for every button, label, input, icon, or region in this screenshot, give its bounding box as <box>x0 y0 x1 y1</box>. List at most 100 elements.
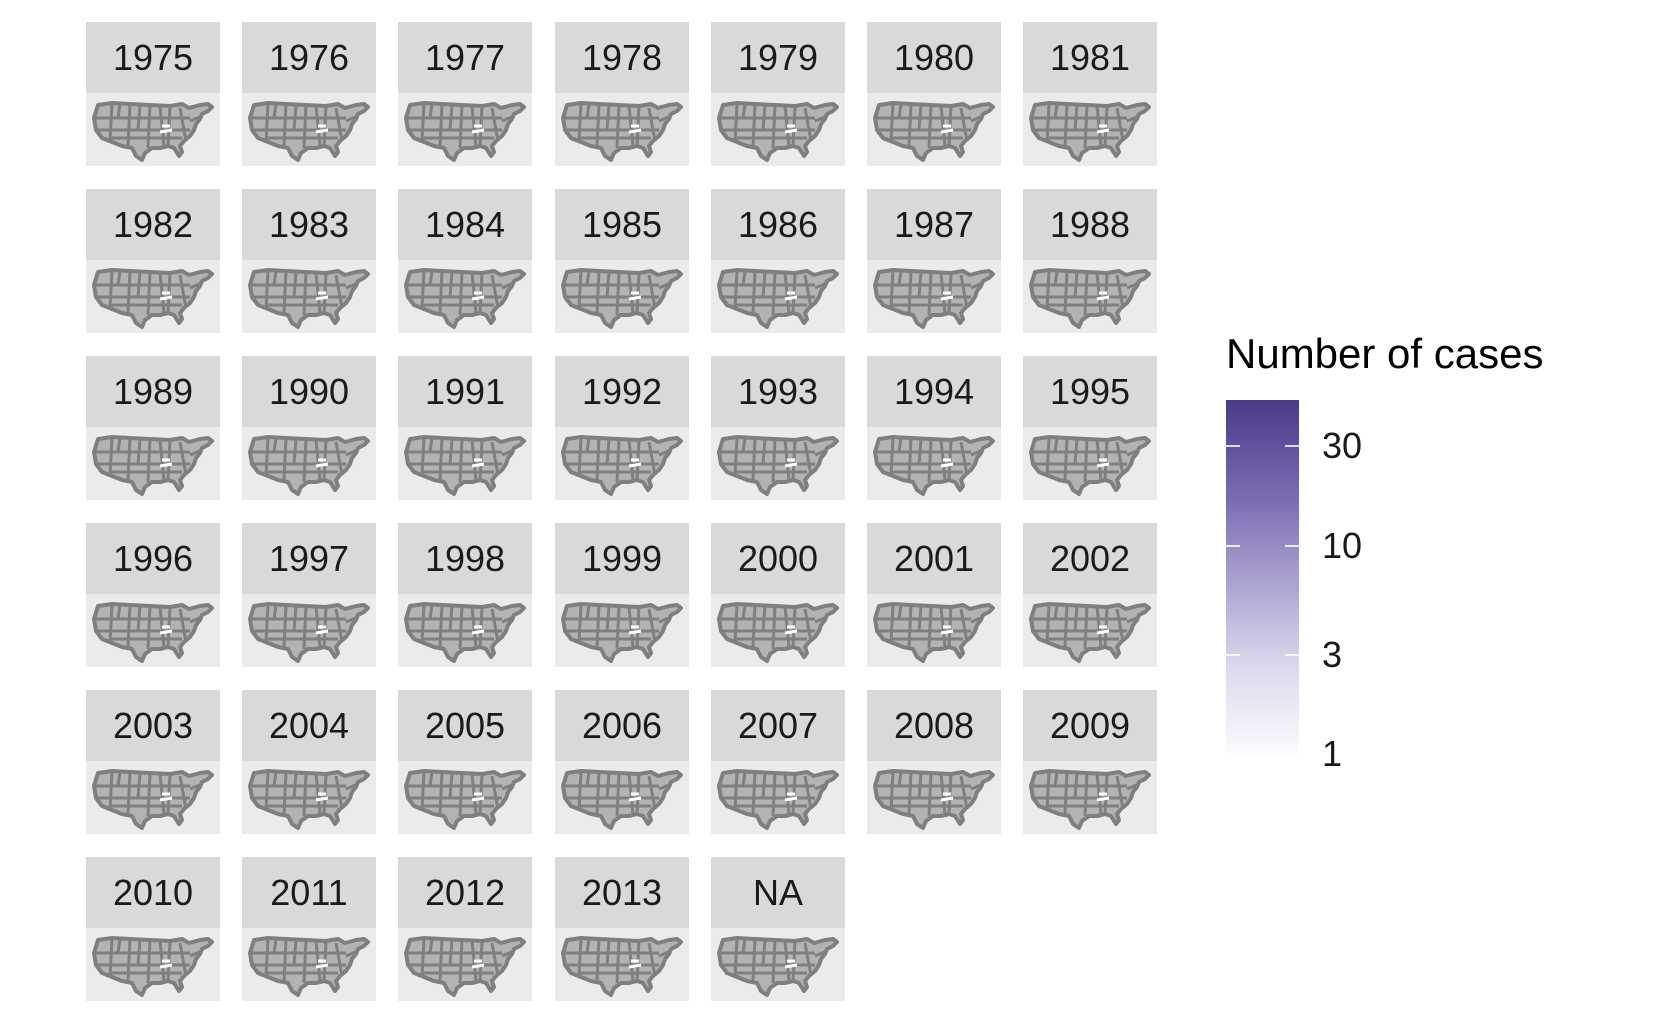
facet-panel: 1986 <box>711 189 845 333</box>
facet-strip-label: 1979 <box>711 22 845 93</box>
legend-tick-mark <box>1285 445 1299 448</box>
facet-panel: 1996 <box>86 523 220 667</box>
facet-panel: 1994 <box>867 356 1001 500</box>
facet-map <box>1023 260 1157 333</box>
facet-strip-label: 2006 <box>555 690 689 761</box>
legend-colorbar <box>1226 400 1299 754</box>
facet-panel: 2004 <box>242 690 376 834</box>
facet-strip-label: 2009 <box>1023 690 1157 761</box>
facet-panel: 1977 <box>398 22 532 166</box>
facet-strip-label: 1984 <box>398 189 532 260</box>
facet-map <box>711 93 845 166</box>
facet-panel: 2000 <box>711 523 845 667</box>
facet-map <box>398 761 532 834</box>
facet-panel: 1982 <box>86 189 220 333</box>
facet-map <box>86 260 220 333</box>
facet-map <box>711 928 845 1001</box>
facet-map <box>867 427 1001 500</box>
facet-strip-label: 1995 <box>1023 356 1157 427</box>
facet-panel: 2007 <box>711 690 845 834</box>
facet-strip-label: 2010 <box>86 857 220 928</box>
facet-panel: 1987 <box>867 189 1001 333</box>
facet-panel: 2002 <box>1023 523 1157 667</box>
facet-strip-label: 1999 <box>555 523 689 594</box>
facet-map <box>555 928 689 1001</box>
facet-panel: 1998 <box>398 523 532 667</box>
facet-map <box>555 761 689 834</box>
facet-strip-label: 2004 <box>242 690 376 761</box>
facet-panel: 2001 <box>867 523 1001 667</box>
facet-map <box>398 427 532 500</box>
facet-strip-label: 2007 <box>711 690 845 761</box>
facet-panel: 2010 <box>86 857 220 1001</box>
facet-panel: 1984 <box>398 189 532 333</box>
facet-strip-label: 1990 <box>242 356 376 427</box>
facet-strip-label: 2012 <box>398 857 532 928</box>
facet-map <box>86 427 220 500</box>
facet-panel: 2003 <box>86 690 220 834</box>
facet-strip-label: 2000 <box>711 523 845 594</box>
legend-tick-mark <box>1226 753 1240 755</box>
facet-strip-label: 1985 <box>555 189 689 260</box>
facet-strip-label: 1994 <box>867 356 1001 427</box>
facet-panel: 1978 <box>555 22 689 166</box>
facet-panel: 2012 <box>398 857 532 1001</box>
facet-panel: 1981 <box>1023 22 1157 166</box>
facet-strip-label: 2013 <box>555 857 689 928</box>
facet-panel: NA <box>711 857 845 1001</box>
facet-map <box>86 928 220 1001</box>
facet-map <box>711 761 845 834</box>
facet-map <box>242 260 376 333</box>
facet-panel: 1985 <box>555 189 689 333</box>
facet-map <box>867 260 1001 333</box>
legend-tick-label: 1 <box>1322 733 1343 774</box>
facet-strip-label: 1977 <box>398 22 532 93</box>
facet-strip-label: 1996 <box>86 523 220 594</box>
facet-panel: 1979 <box>711 22 845 166</box>
facet-map <box>86 93 220 166</box>
facet-panel: 2008 <box>867 690 1001 834</box>
facet-strip-label: 1983 <box>242 189 376 260</box>
facet-map <box>242 928 376 1001</box>
facet-strip-label: 2002 <box>1023 523 1157 594</box>
facet-strip-label: 1986 <box>711 189 845 260</box>
facet-map <box>242 761 376 834</box>
facet-panel: 1988 <box>1023 189 1157 333</box>
facet-map <box>867 93 1001 166</box>
facet-map <box>86 761 220 834</box>
facet-panel: 2006 <box>555 690 689 834</box>
facet-strip-label: 1997 <box>242 523 376 594</box>
facet-map <box>1023 93 1157 166</box>
facet-map <box>711 594 845 667</box>
legend-tick-label: 10 <box>1322 524 1363 566</box>
facet-strip-label: 1988 <box>1023 189 1157 260</box>
facet-panel: 1990 <box>242 356 376 500</box>
legend-tick-label: 3 <box>1322 633 1343 675</box>
facet-map <box>555 260 689 333</box>
facet-map <box>1023 761 1157 834</box>
facet-strip-label: 1980 <box>867 22 1001 93</box>
facet-panel: 1983 <box>242 189 376 333</box>
facet-strip-label: 1975 <box>86 22 220 93</box>
facet-panel: 2009 <box>1023 690 1157 834</box>
facet-strip-label: 1992 <box>555 356 689 427</box>
facet-map <box>1023 427 1157 500</box>
legend-title: Number of cases <box>1226 330 1544 377</box>
facet-panel: 1980 <box>867 22 1001 166</box>
facet-panel: 1976 <box>242 22 376 166</box>
facet-panel: 1989 <box>86 356 220 500</box>
facet-strip-label: 1978 <box>555 22 689 93</box>
facet-map <box>867 761 1001 834</box>
facet-strip-label: 1991 <box>398 356 532 427</box>
facet-map <box>555 594 689 667</box>
facet-map <box>398 93 532 166</box>
facet-map <box>555 427 689 500</box>
legend-tick-mark <box>1285 753 1299 755</box>
facet-panel: 2011 <box>242 857 376 1001</box>
facet-panel: 1975 <box>86 22 220 166</box>
legend: Number of cases 30 10 3 1 <box>1226 330 1646 774</box>
facet-strip-label: 1998 <box>398 523 532 594</box>
facet-map <box>398 928 532 1001</box>
facet-map <box>242 93 376 166</box>
facet-strip-label: 2001 <box>867 523 1001 594</box>
